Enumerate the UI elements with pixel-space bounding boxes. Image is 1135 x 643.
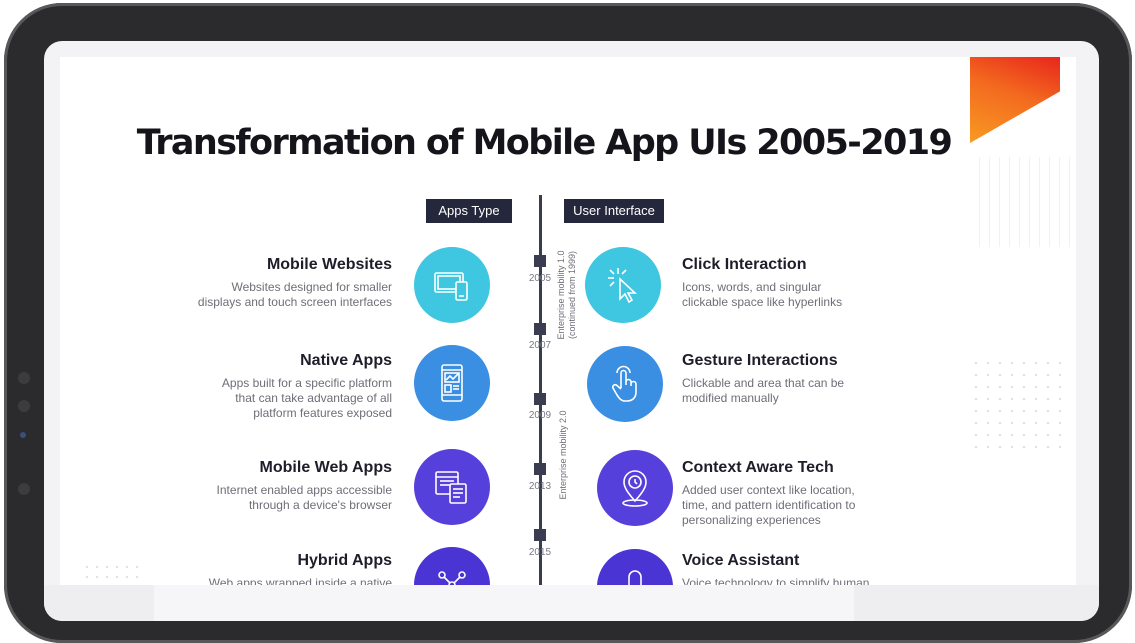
app-type-circle (414, 547, 490, 585)
camera-icon (20, 432, 26, 438)
app-type-item: Native Apps Apps built for a specific pl… (222, 352, 392, 421)
apps-type-tag: Apps Type (426, 199, 512, 223)
smartphone-app-icon (441, 364, 463, 402)
app-type-title: Native Apps (300, 352, 392, 369)
timeline-marker (534, 323, 546, 335)
year-label: 2009 (528, 410, 552, 421)
app-type-title: Mobile Web Apps (259, 459, 392, 476)
app-type-circle (414, 449, 490, 525)
device-screen: Transformation of Mobile App UIs 2005-20… (44, 41, 1099, 621)
app-type-desc-line: platform features exposed (253, 406, 392, 420)
app-type-desc-line: Websites designed for smaller (231, 280, 392, 294)
interface-circle (587, 346, 663, 422)
interface-item: Click Interaction Icons, words, and sing… (682, 256, 842, 310)
timeline-axis (539, 195, 542, 585)
user-interface-tag: User Interface (564, 199, 664, 223)
interface-item: Context Aware Tech Added user context li… (682, 459, 855, 528)
interface-desc-line: Clickable and area that can be (682, 376, 845, 390)
interface-circle (585, 247, 661, 323)
year-label: 2005 (528, 273, 552, 284)
app-type-desc-line: that can take advantage of all (235, 391, 392, 405)
app-type-desc-line: Apps built for a specific platform (221, 376, 392, 390)
app-type-circle (414, 247, 490, 323)
location-time-icon (622, 470, 648, 507)
interface-title: Voice Assistant (682, 552, 800, 569)
cursor-click-icon (608, 268, 638, 304)
interface-title: Gesture Interactions (682, 352, 838, 369)
volume-up-button (18, 372, 30, 384)
interface-desc-line: Voice technology to simplify human (682, 576, 870, 585)
page-title: Transformation of Mobile App UIs 2005-20… (136, 123, 953, 163)
interface-item: Gesture Interactions Clickable and area … (682, 352, 844, 406)
app-type-item: Mobile Web Apps Internet enabled apps ac… (217, 459, 392, 513)
infographic-page: Transformation of Mobile App UIs 2005-20… (60, 57, 1076, 585)
app-type-desc-line: Internet enabled apps accessible (216, 483, 392, 497)
interface-desc-line: Added user context like location, (682, 483, 855, 497)
year-label: 2015 (528, 547, 552, 558)
volume-down-button (18, 400, 30, 412)
interface-item: Voice Assistant Voice technology to simp… (682, 552, 869, 585)
decorative-stripes (970, 157, 1074, 247)
interface-desc-line: time, and pattern identification to (682, 498, 856, 512)
interface-desc-line: modified manually (682, 391, 779, 405)
app-type-desc-line: displays and touch screen interfaces (197, 295, 392, 309)
decorative-dots (970, 357, 1070, 457)
timeline-marker (534, 255, 546, 267)
interface-desc-line: personalizing experiences (682, 513, 821, 527)
devices-icon (434, 272, 468, 301)
era-label-mobility-1: Enterprise mobility 1.0 (continued from … (556, 250, 577, 340)
network-icon (438, 571, 466, 585)
app-type-title: Mobile Websites (266, 256, 392, 273)
interface-title: Context Aware Tech (682, 459, 834, 476)
timeline-marker (534, 529, 546, 541)
tap-gesture-icon (612, 365, 637, 402)
interface-title: Click Interaction (682, 256, 807, 273)
app-type-desc-line: Web apps wrapped inside a native (208, 576, 392, 585)
power-button (18, 483, 30, 495)
app-type-item: Hybrid Apps Web apps wrapped inside a na… (209, 552, 392, 585)
year-label: 2013 (528, 481, 552, 492)
era-label-mobility-2: Enterprise mobility 2.0 (558, 410, 568, 500)
interface-desc-line: Icons, words, and singular (682, 280, 822, 294)
app-type-item: Mobile Websites Websites designed for sm… (198, 256, 392, 310)
screen-lower-background (44, 585, 1099, 621)
app-type-title: Hybrid Apps (297, 552, 392, 569)
app-type-circle (414, 345, 490, 421)
tablet-device-frame: Transformation of Mobile App UIs 2005-20… (4, 3, 1132, 643)
year-label: 2007 (528, 340, 552, 351)
timeline-marker (534, 463, 546, 475)
timeline-marker (534, 393, 546, 405)
interface-desc-line: clickable space like hyperlinks (682, 295, 843, 309)
microphone-icon (628, 570, 642, 585)
browser-devices-icon (435, 471, 467, 504)
interface-circle (597, 450, 673, 526)
app-type-desc-line: through a device's browser (248, 498, 392, 512)
interface-circle (597, 549, 673, 585)
decorative-dots-small (82, 562, 142, 585)
